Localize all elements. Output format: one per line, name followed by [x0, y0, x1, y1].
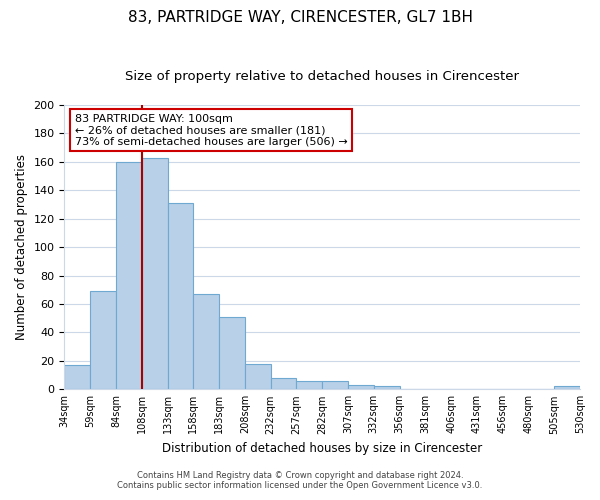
Y-axis label: Number of detached properties: Number of detached properties — [15, 154, 28, 340]
Bar — [322, 381, 348, 390]
Bar — [64, 365, 90, 390]
Bar — [219, 317, 245, 390]
X-axis label: Distribution of detached houses by size in Cirencester: Distribution of detached houses by size … — [162, 442, 482, 455]
Bar — [142, 158, 167, 390]
Bar — [245, 364, 271, 390]
Title: Size of property relative to detached houses in Cirencester: Size of property relative to detached ho… — [125, 70, 519, 83]
Bar — [554, 386, 580, 390]
Bar — [348, 385, 374, 390]
Bar — [374, 386, 400, 390]
Bar — [271, 378, 296, 390]
Bar — [296, 381, 322, 390]
Text: Contains HM Land Registry data © Crown copyright and database right 2024.
Contai: Contains HM Land Registry data © Crown c… — [118, 470, 482, 490]
Bar — [116, 162, 142, 390]
Bar — [90, 291, 116, 390]
Bar — [167, 203, 193, 390]
Text: 83, PARTRIDGE WAY, CIRENCESTER, GL7 1BH: 83, PARTRIDGE WAY, CIRENCESTER, GL7 1BH — [128, 10, 473, 25]
Bar — [193, 294, 219, 390]
Text: 83 PARTRIDGE WAY: 100sqm
← 26% of detached houses are smaller (181)
73% of semi-: 83 PARTRIDGE WAY: 100sqm ← 26% of detach… — [75, 114, 347, 146]
